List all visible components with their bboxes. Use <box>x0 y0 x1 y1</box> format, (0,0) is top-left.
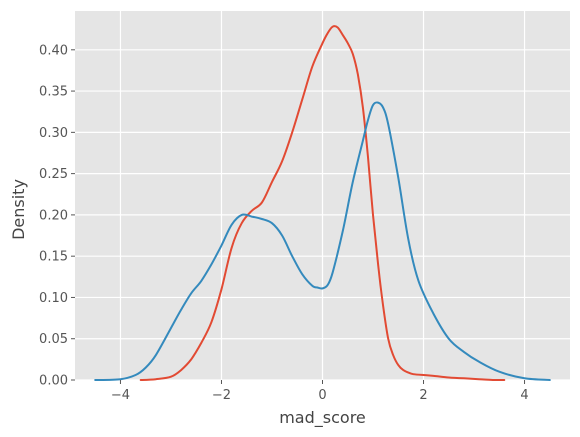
tick-layer: −4 −2 0 2 4 0.00 0.05 0.10 0.15 0.20 0.25 0.30 0.35 0… <box>39 43 529 403</box>
y-tick-label: 0.15 <box>39 250 68 265</box>
y-tick-label: 0.35 <box>39 85 68 100</box>
y-tick-label: 0.00 <box>39 374 68 389</box>
y-tick-label: 0.05 <box>39 332 68 347</box>
x-tick-label: −4 <box>111 388 130 403</box>
grid-layer <box>75 11 570 381</box>
series-line-1 <box>139 25 506 382</box>
y-axis-label: Density <box>9 179 28 240</box>
x-axis-label: mad_score <box>279 408 366 428</box>
y-tick-label: 0.25 <box>39 167 68 182</box>
x-tick-label: 4 <box>520 388 528 403</box>
series-line-2 <box>94 101 551 381</box>
y-tick-label: 0.20 <box>39 208 68 223</box>
x-tick-label: 0 <box>318 388 326 403</box>
x-tick-label: 2 <box>419 388 427 403</box>
y-tick-label: 0.10 <box>39 291 68 306</box>
series-layer <box>94 25 551 382</box>
x-tick-label: −2 <box>212 388 231 403</box>
y-tick-label: 0.40 <box>39 43 68 58</box>
y-tick-label: 0.30 <box>39 126 68 141</box>
